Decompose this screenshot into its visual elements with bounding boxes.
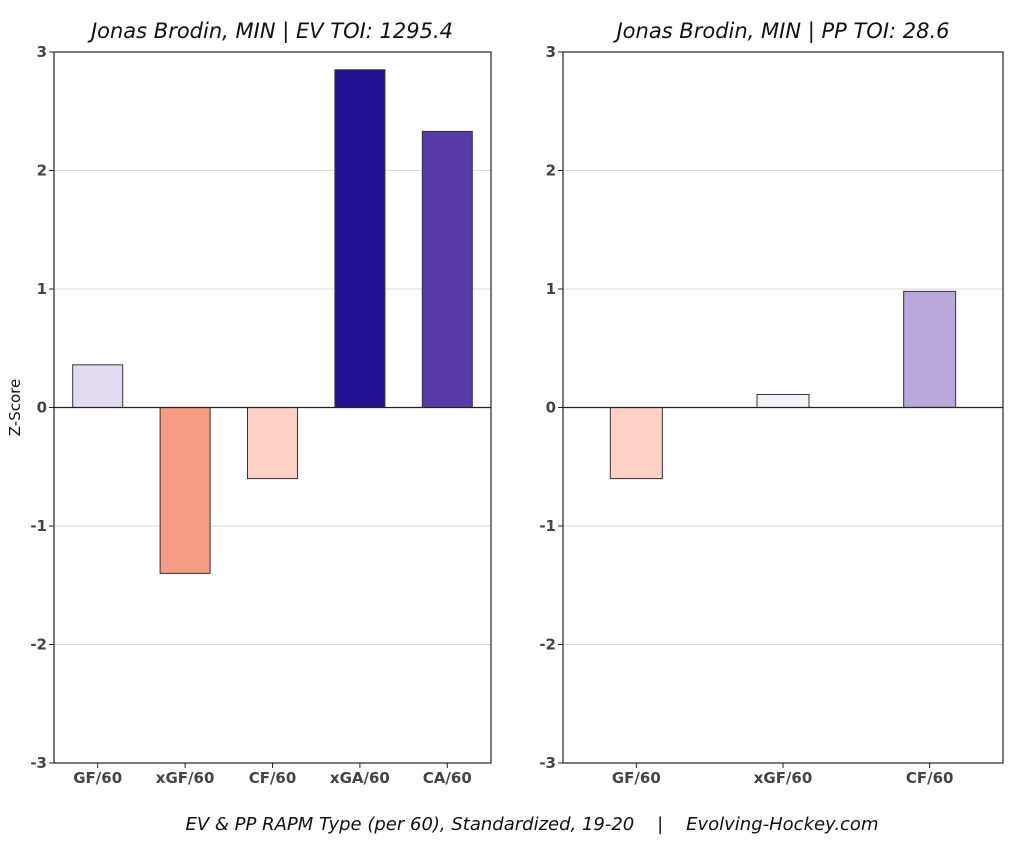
- y-axis-label: Z-Score: [6, 379, 24, 436]
- x-tick-label-gf-60: GF/60: [73, 769, 122, 787]
- figure-caption: EV & PP RAPM Type (per 60), Standardized…: [186, 814, 879, 835]
- ev-rapm-panel: -3 -2 -1 0 1 2 3 GF/60 xGF/60 CF/60 xGA/60 CA/60 Jon…: [6, 19, 492, 787]
- y-tick-label: -3: [539, 754, 556, 772]
- y-tick-label: 1: [546, 280, 556, 298]
- x-tick-label-xgf-60: xGF/60: [754, 769, 813, 787]
- y-tick-label: -2: [30, 636, 47, 654]
- bar-gf-60: [72, 364, 124, 408]
- y-tick-label: 3: [37, 43, 47, 61]
- y-tick-label: 0: [546, 399, 556, 417]
- bar-xga-60: [334, 69, 386, 409]
- bar-xgf-60: [756, 393, 810, 408]
- x-tick-label-xga-60: xGA/60: [330, 769, 390, 787]
- y-tick-label: -2: [539, 636, 556, 654]
- chart-title: Jonas Brodin, MIN | PP TOI: 28.6: [612, 19, 949, 44]
- x-tick-label-cf-60: CF/60: [906, 769, 954, 787]
- x-tick-label-gf-60: GF/60: [612, 769, 661, 787]
- bar-cf-60: [903, 290, 957, 408]
- bar-ca-60: [421, 130, 473, 409]
- y-tick-label: 3: [546, 43, 556, 61]
- y-tick-label: -1: [539, 517, 556, 535]
- bar-cf-60: [247, 407, 298, 480]
- y-tick-label: 2: [37, 162, 47, 180]
- chart-title: Jonas Brodin, MIN | EV TOI: 1295.4: [87, 19, 453, 44]
- y-tick-label: -3: [30, 754, 47, 772]
- pp-rapm-panel: -3 -2 -1 0 1 2 3 GF/60 xGF/60 CF/60 Jonas Brodin, …: [539, 19, 1004, 787]
- y-tick-label: 2: [546, 162, 556, 180]
- x-tick-label-ca-60: CA/60: [423, 769, 472, 787]
- x-tick-label-cf-60: CF/60: [249, 769, 297, 787]
- x-tick-label-xgf-60: xGF/60: [156, 769, 215, 787]
- bar-gf-60: [609, 407, 663, 480]
- bar-xgf-60: [159, 407, 211, 574]
- y-tick-label: 0: [37, 399, 47, 417]
- y-tick-label: 1: [37, 280, 47, 298]
- y-tick-label: -1: [30, 517, 47, 535]
